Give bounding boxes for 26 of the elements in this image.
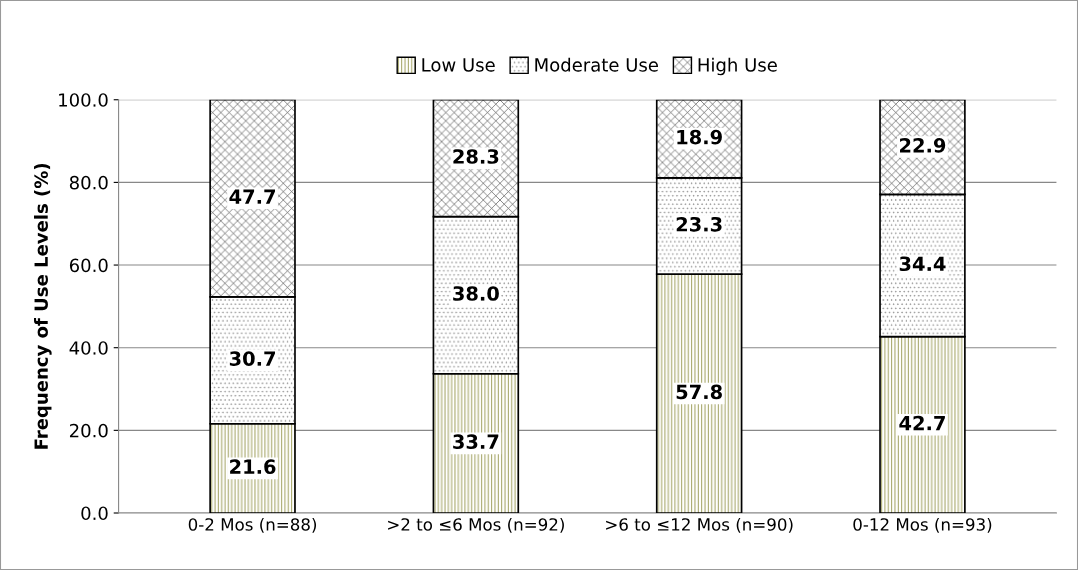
x-tick-label: 0-2 Mos (n=88) [188,517,317,533]
y-tick-label: 20.0 [69,423,108,438]
data-label: 38.0 [453,286,499,301]
y-axis-title: Frequency of Use Levels (%) [34,163,52,449]
data-label: 30.7 [229,351,275,366]
legend-label: High Use [698,57,777,76]
y-tick-label: 100.0 [59,93,108,107]
data-label: 42.7 [899,415,945,431]
data-label: 23.3 [676,216,722,232]
data-label: 33.7 [453,434,499,450]
data-label: 21.6 [230,459,276,475]
x-tick-label: 0-12 Mos (n=93) [853,517,992,533]
data-label: 18.9 [677,129,722,145]
legend-label: Moderate Use [535,57,658,72]
data-label: 22.9 [900,138,946,153]
y-tick-label: 40.0 [69,341,108,355]
y-tick-label: 60.0 [69,258,108,273]
data-label: 28.3 [453,149,499,164]
data-label: 57.8 [676,384,722,400]
x-tick-label: >6 to ≤12 Mos (n=90) [606,517,793,533]
y-tick-label: 80.0 [69,175,108,190]
legend-label: Low Use [422,58,495,72]
y-tick-label: 0.0 [81,506,108,521]
data-label: 47.7 [229,189,275,204]
data-label: 34.4 [899,256,946,272]
x-tick-label: >2 to ≤6 Mos (n=92) [388,517,564,533]
